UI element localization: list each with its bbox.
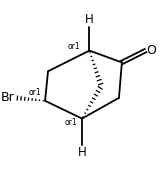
Text: Br: Br (1, 91, 15, 104)
Text: or1: or1 (29, 88, 41, 97)
Text: O: O (146, 44, 156, 57)
Text: H: H (85, 13, 94, 26)
Text: or1: or1 (67, 42, 80, 51)
Text: H: H (78, 146, 86, 159)
Text: or1: or1 (64, 118, 77, 127)
